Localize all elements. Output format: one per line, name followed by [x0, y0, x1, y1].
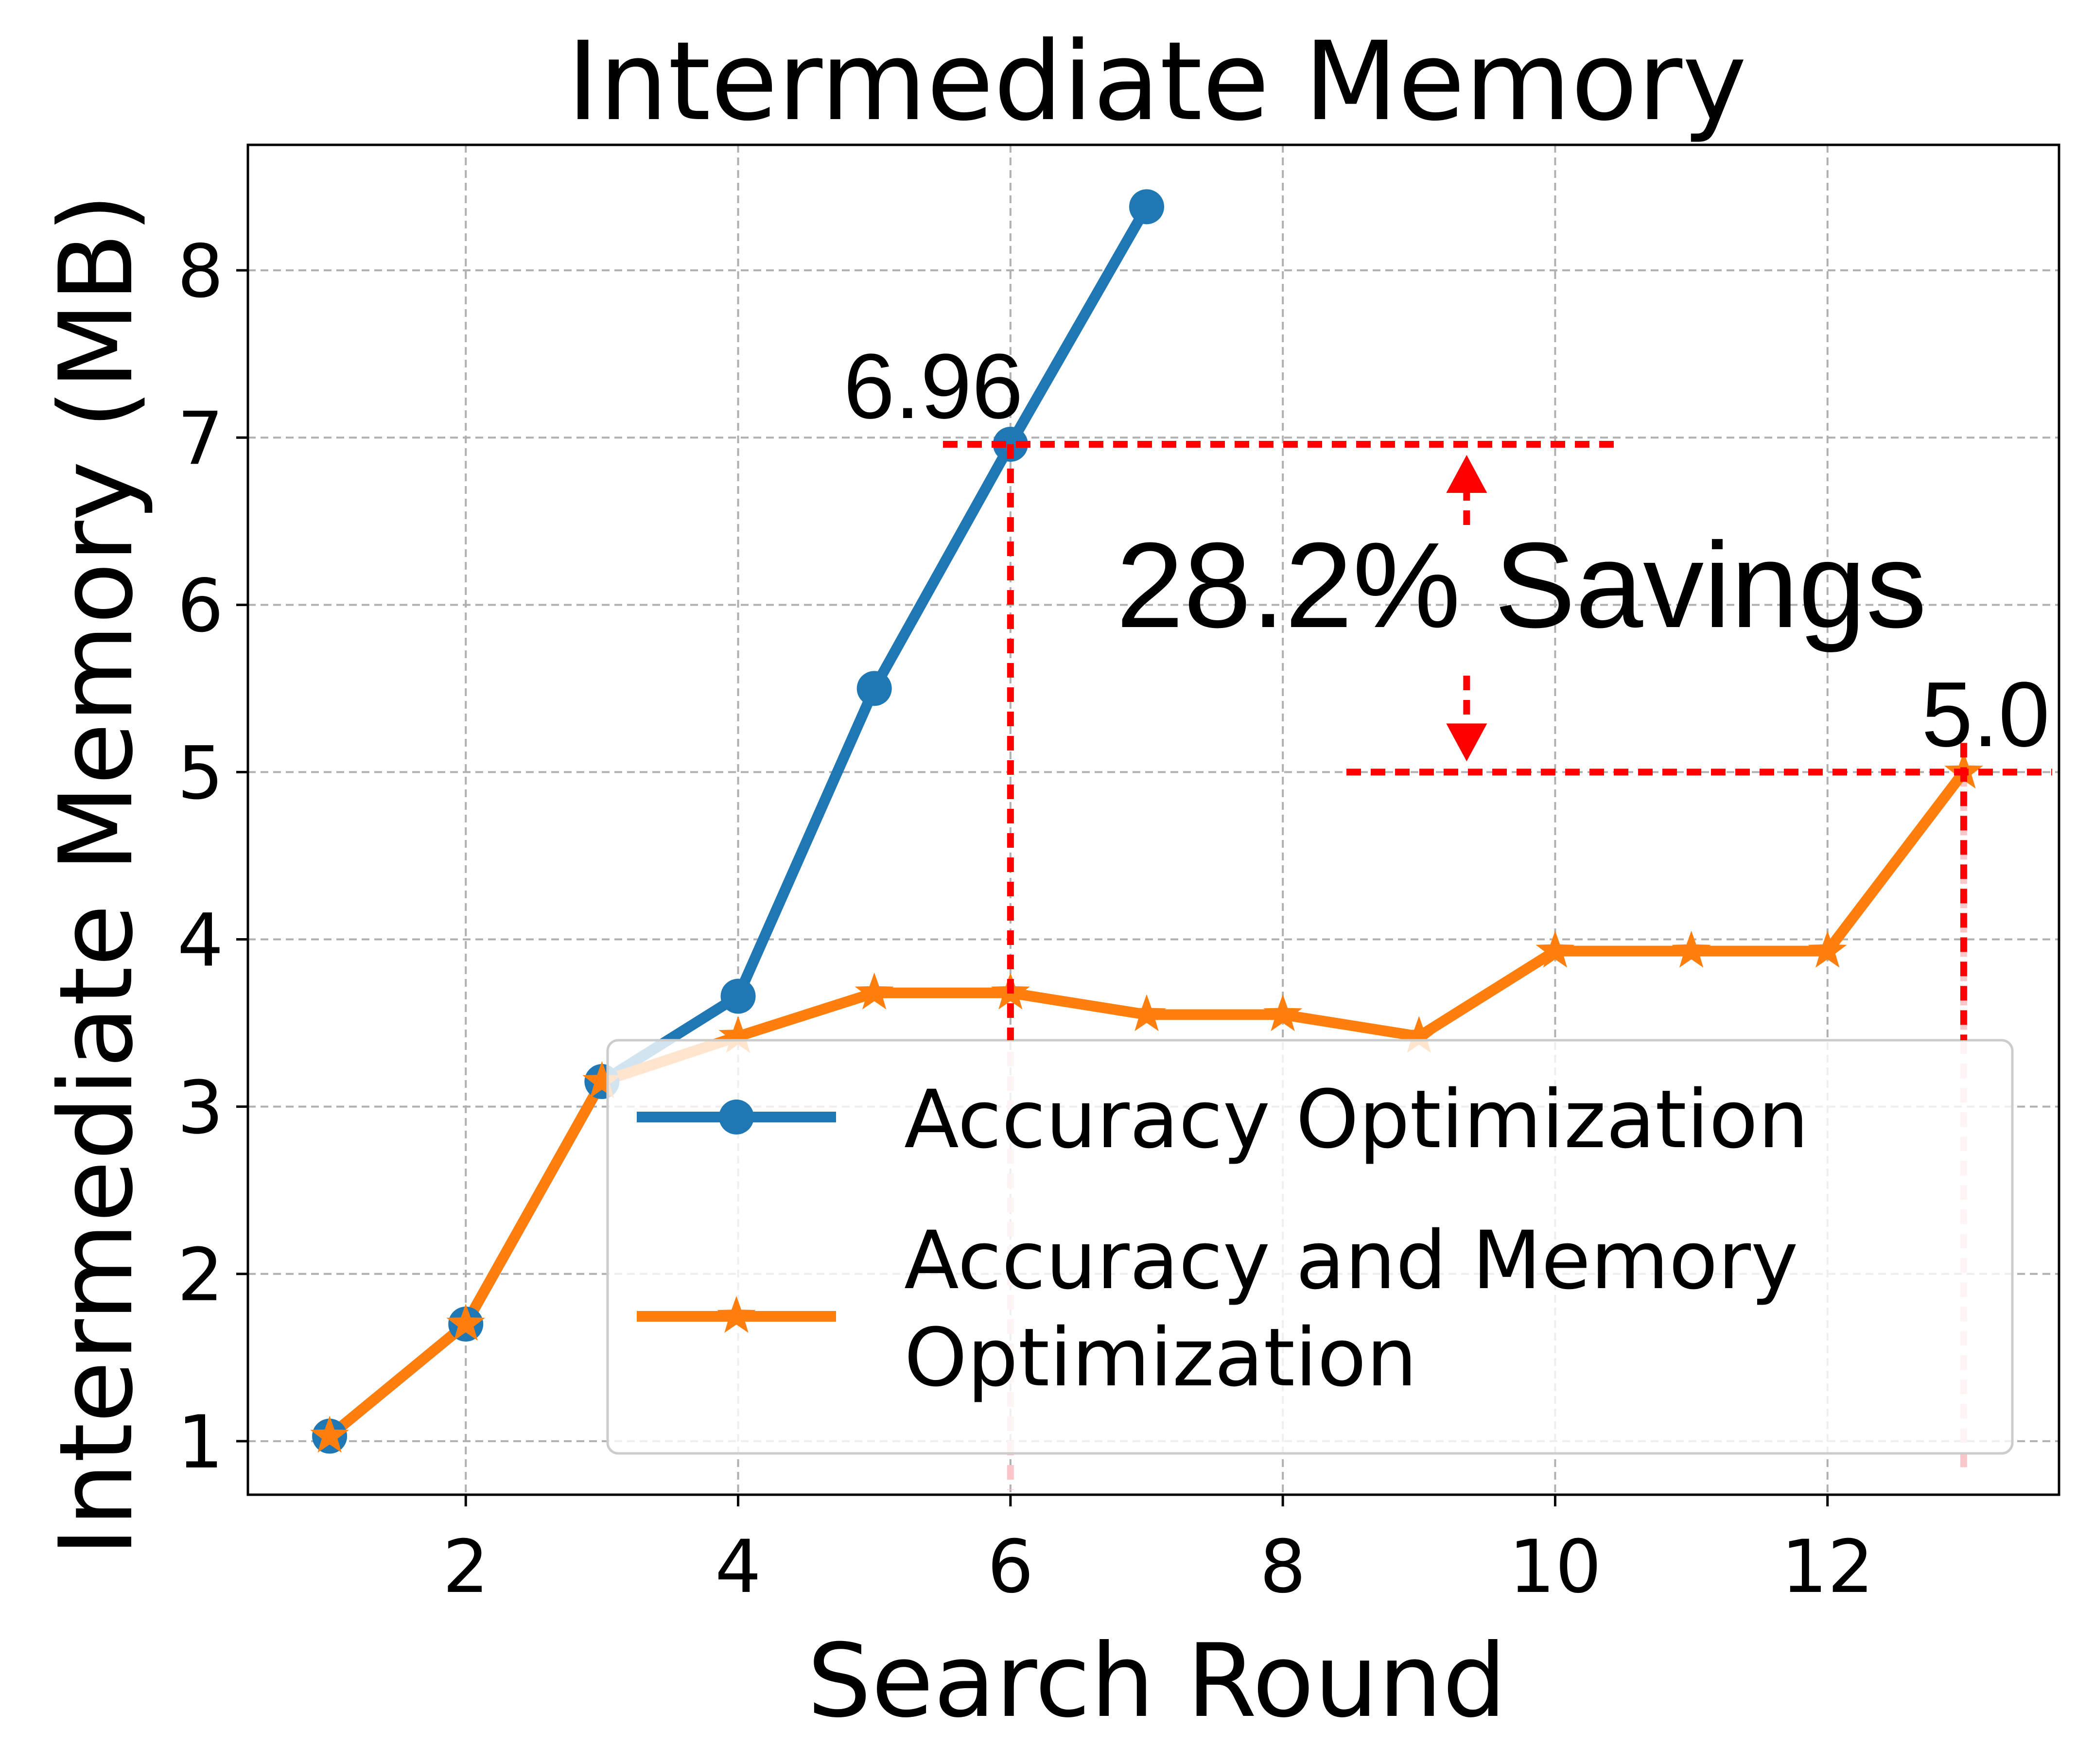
y-tick-label: 4 [177, 899, 224, 983]
y-tick-label: 2 [177, 1233, 224, 1318]
reference-lines-front [943, 440, 2052, 1040]
x-axis-label: Search Round [807, 1623, 1507, 1740]
arrow-up-head [1446, 454, 1487, 493]
series-2-point [1536, 930, 1575, 968]
series-2-point [1399, 1016, 1439, 1053]
series-2-point [1808, 930, 1847, 968]
plot-frame [246, 143, 2060, 1496]
y-tick-label: 5 [177, 731, 224, 816]
series-2-point [718, 1016, 758, 1053]
series-2-point [582, 1061, 622, 1098]
legend-label-2-line-1: Accuracy and Memory [904, 1214, 1798, 1307]
annotation-bottom-value: 5.0 [1921, 663, 2050, 766]
legend-box [606, 1039, 2014, 1455]
series-1-point [1129, 189, 1164, 225]
y-tick-label: 8 [177, 229, 224, 314]
series-2-point [1263, 994, 1303, 1031]
legend-swatch-marker-1 [719, 1100, 754, 1135]
legend-label-2: Accuracy and Memory Optimization [904, 1214, 1798, 1404]
series-2-point [855, 972, 894, 1010]
series-2-point [1672, 930, 1711, 968]
y-axis-label: Intermediate Memory (MB) [38, 193, 156, 1557]
annotations: 6.96 5.028.2% Savings [843, 335, 2050, 766]
x-tick-label: 10 [1509, 1525, 1602, 1609]
y-tick-label: 6 [177, 564, 224, 648]
annotation-savings: 28.2% Savings [1116, 517, 1927, 653]
x-tick-label: 2 [443, 1525, 489, 1609]
y-tick-label: 3 [177, 1066, 224, 1151]
chart-title: Intermediate Memory [567, 18, 1746, 145]
legend-swatch-marker-2 [717, 1296, 756, 1333]
annotation-top-value: 6.96 [843, 335, 1023, 438]
x-tick-label: 8 [1259, 1525, 1306, 1609]
arrow-down-head [1446, 723, 1487, 762]
legend-label-2-line-2: Optimization [904, 1311, 1417, 1404]
x-tick-label: 4 [715, 1525, 761, 1609]
x-tick-label: 12 [1781, 1525, 1874, 1609]
series-1-point [720, 978, 756, 1014]
series-2-point [310, 1415, 349, 1453]
series-1-point [856, 671, 892, 706]
legend-label-1: Accuracy Optimization [904, 1073, 1809, 1166]
y-tick-label: 7 [177, 397, 224, 481]
y-tick-label: 1 [177, 1400, 224, 1485]
series-2-point [446, 1304, 486, 1341]
series-2-point [1127, 994, 1166, 1031]
legend: Accuracy Optimization Accuracy and Memory… [606, 1039, 2014, 1455]
x-tick-label: 6 [987, 1525, 1033, 1609]
